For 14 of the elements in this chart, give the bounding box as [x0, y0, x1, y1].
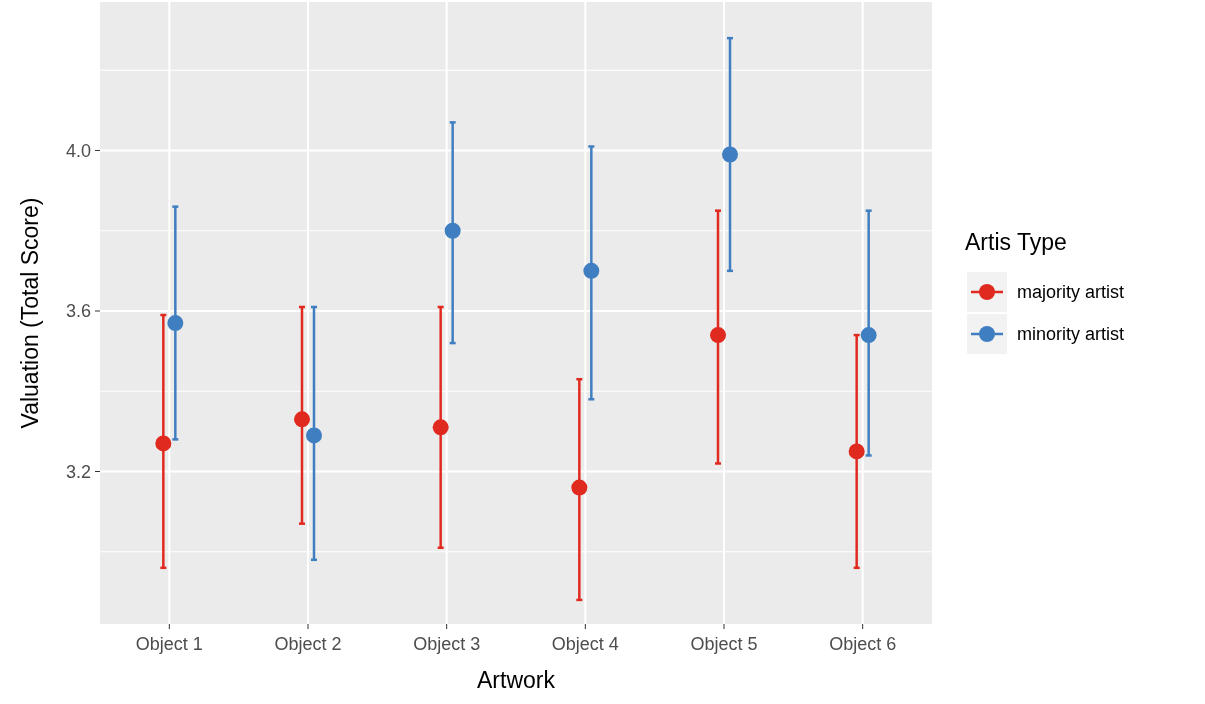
x-tick-label: Object 5: [690, 634, 758, 654]
legend-label: minority artist: [1017, 324, 1125, 345]
legend-label: majority artist: [1017, 282, 1125, 303]
legend-title: Artis Type: [965, 229, 1067, 255]
x-tick-label: Object 2: [274, 634, 342, 654]
x-tick-label: Object 4: [551, 634, 619, 654]
x-axis-title: Artwork: [477, 667, 556, 693]
x-tick-label: Object 6: [829, 634, 897, 654]
y-tick-label: 3.2: [65, 461, 91, 482]
y-tick-label: 3.6: [65, 301, 91, 322]
y-tick-label: 4.0: [65, 140, 91, 161]
y-axis-title: Valuation (Total Score): [17, 197, 43, 429]
x-tick-label: Object 1: [135, 634, 203, 654]
x-tick-label: Object 3: [413, 634, 481, 654]
